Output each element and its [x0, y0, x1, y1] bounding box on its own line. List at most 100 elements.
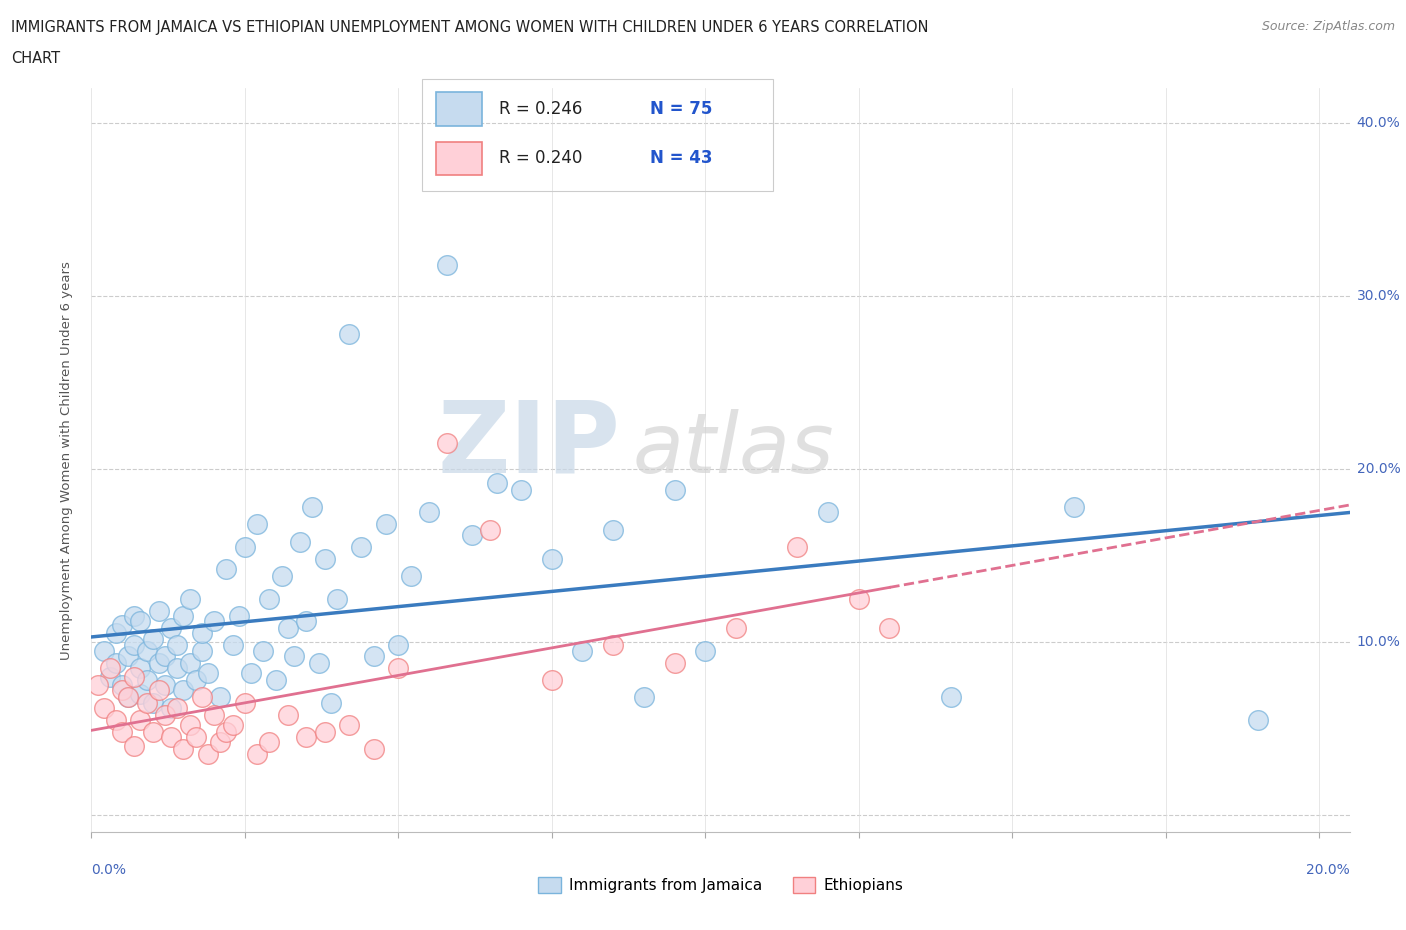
Point — [93, 644, 115, 658]
Point — [142, 695, 165, 710]
Point — [571, 644, 593, 658]
Text: ZIP: ZIP — [437, 397, 620, 494]
Text: 10.0%: 10.0% — [1357, 635, 1400, 649]
Point — [387, 660, 409, 675]
Point — [633, 690, 655, 705]
Point — [117, 690, 139, 705]
Point — [283, 648, 305, 663]
Point — [228, 608, 250, 623]
Point — [135, 644, 157, 658]
Point — [259, 735, 281, 750]
Point — [436, 435, 458, 450]
Point — [160, 700, 183, 715]
Point — [461, 527, 484, 542]
Point — [104, 626, 127, 641]
Point — [879, 620, 901, 635]
Point — [124, 608, 146, 623]
Point — [135, 695, 157, 710]
Point — [111, 683, 134, 698]
FancyBboxPatch shape — [436, 141, 481, 175]
Point — [142, 724, 165, 739]
Point — [295, 730, 318, 745]
Point — [86, 678, 108, 693]
Point — [129, 614, 152, 629]
Text: R = 0.246: R = 0.246 — [499, 100, 582, 118]
Point — [375, 517, 398, 532]
Point — [179, 718, 201, 733]
Point — [664, 656, 686, 671]
Point — [233, 539, 256, 554]
Point — [387, 638, 409, 653]
Point — [117, 648, 139, 663]
Point — [148, 656, 170, 671]
Point — [215, 562, 238, 577]
Point — [240, 666, 263, 681]
Point — [246, 747, 269, 762]
Point — [172, 683, 194, 698]
Point — [160, 730, 183, 745]
Text: R = 0.240: R = 0.240 — [499, 150, 582, 167]
Point — [848, 591, 870, 606]
Point — [288, 534, 311, 549]
Point — [135, 672, 157, 687]
Point — [129, 686, 152, 701]
Point — [124, 670, 146, 684]
Point — [221, 638, 243, 653]
Y-axis label: Unemployment Among Women with Children Under 6 years: Unemployment Among Women with Children U… — [59, 261, 73, 659]
Text: N = 75: N = 75 — [651, 100, 713, 118]
Point — [191, 690, 214, 705]
Point — [399, 569, 422, 584]
Point — [124, 638, 146, 653]
Point — [252, 644, 274, 658]
Point — [124, 738, 146, 753]
Point — [301, 499, 323, 514]
Point — [233, 695, 256, 710]
Point — [93, 700, 115, 715]
Legend: Immigrants from Jamaica, Ethiopians: Immigrants from Jamaica, Ethiopians — [531, 870, 910, 899]
Point — [191, 626, 214, 641]
Point — [184, 730, 207, 745]
Point — [153, 678, 176, 693]
Point — [295, 614, 318, 629]
Text: 20.0%: 20.0% — [1306, 863, 1350, 877]
Point — [246, 517, 269, 532]
Point — [264, 672, 287, 687]
Point — [197, 666, 219, 681]
Point — [104, 712, 127, 727]
Point — [104, 656, 127, 671]
Point — [166, 660, 188, 675]
Point — [602, 522, 624, 537]
Point — [326, 591, 349, 606]
Text: Source: ZipAtlas.com: Source: ZipAtlas.com — [1261, 20, 1395, 33]
Point — [363, 648, 385, 663]
Point — [602, 638, 624, 653]
Point — [191, 644, 214, 658]
Point — [209, 735, 232, 750]
Point — [202, 614, 225, 629]
Point — [786, 539, 808, 554]
Text: N = 43: N = 43 — [651, 150, 713, 167]
Point — [479, 522, 502, 537]
Point — [817, 505, 839, 520]
Point — [319, 695, 342, 710]
Point — [436, 258, 458, 272]
Point — [117, 690, 139, 705]
Point — [664, 483, 686, 498]
Point — [270, 569, 292, 584]
Point — [485, 475, 508, 490]
Point — [939, 690, 962, 705]
Point — [129, 712, 152, 727]
Text: IMMIGRANTS FROM JAMAICA VS ETHIOPIAN UNEMPLOYMENT AMONG WOMEN WITH CHILDREN UNDE: IMMIGRANTS FROM JAMAICA VS ETHIOPIAN UNE… — [11, 20, 929, 35]
Point — [184, 672, 207, 687]
Point — [129, 660, 152, 675]
Point — [510, 483, 533, 498]
FancyBboxPatch shape — [436, 92, 481, 126]
Point — [363, 742, 385, 757]
Point — [153, 707, 176, 722]
Point — [259, 591, 281, 606]
Point — [724, 620, 747, 635]
Text: 0.0%: 0.0% — [91, 863, 127, 877]
Point — [98, 670, 121, 684]
Point — [148, 683, 170, 698]
Point — [166, 700, 188, 715]
